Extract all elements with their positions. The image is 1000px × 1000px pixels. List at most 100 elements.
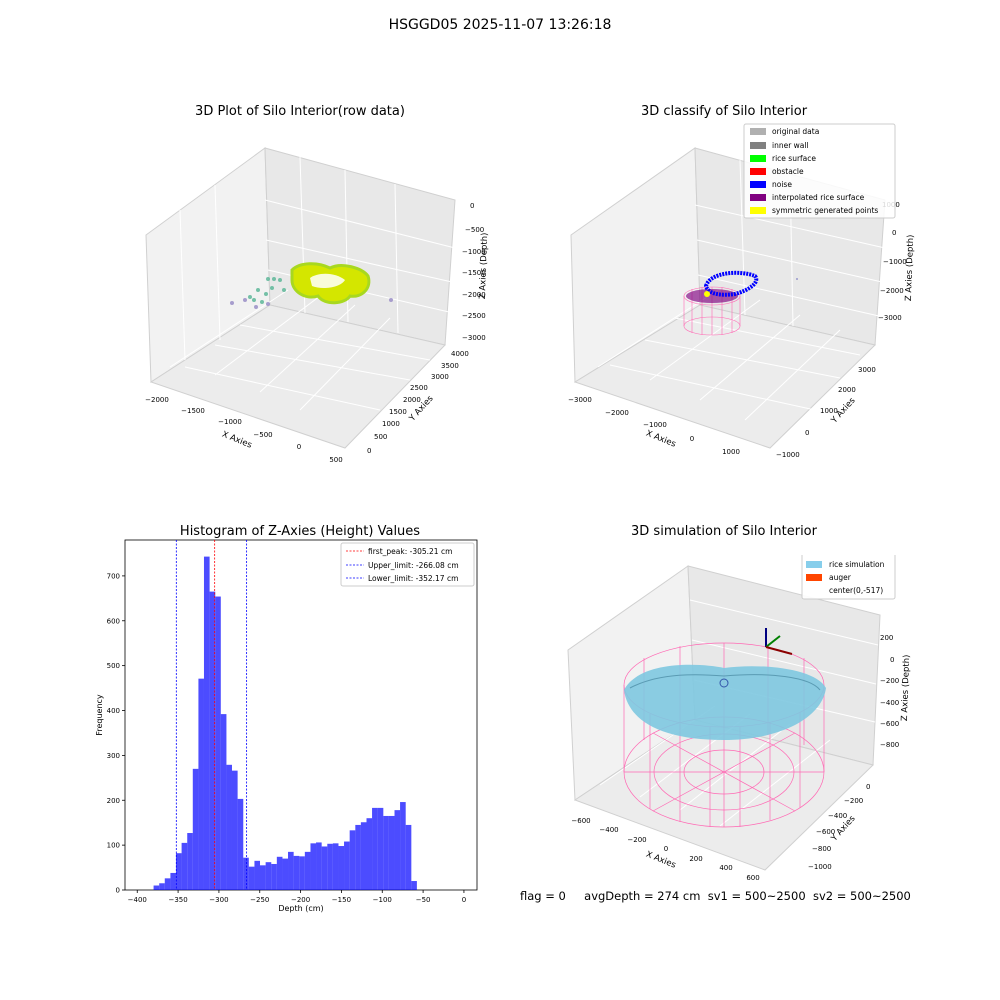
y-tick: 4000 — [451, 350, 469, 358]
histogram-bar — [220, 714, 227, 890]
z-tick: −1000 — [462, 248, 486, 256]
z-tick: −800 — [880, 741, 899, 749]
sv1-value: sv1 = 500~2500 — [707, 889, 806, 903]
auger-axes-icon — [765, 628, 793, 655]
x-tick: 0 — [297, 443, 301, 451]
x-axis-label: X Axies — [220, 430, 253, 451]
histogram-bar — [265, 862, 272, 890]
x-tick: −2000 — [605, 409, 629, 417]
grid-lines — [169, 156, 456, 411]
legend-label: obstacle — [772, 167, 804, 176]
rice-surface-contour — [629, 674, 821, 691]
histogram-bar — [394, 810, 401, 890]
histogram-bar — [377, 807, 384, 890]
y-tick: 1000 — [382, 420, 400, 428]
histogram-bar — [321, 846, 328, 890]
x-tick: 400 — [719, 864, 732, 872]
x-tick-label: −100 — [373, 896, 392, 904]
legend-swatch — [750, 168, 766, 175]
z-tick: −600 — [880, 720, 899, 728]
y-tick: 2000 — [403, 396, 421, 404]
z-tick: 0 — [892, 229, 896, 237]
z-tick: 0 — [470, 202, 474, 210]
histogram-bar — [355, 824, 361, 890]
y-tick: 0 — [367, 447, 371, 455]
y-tick: 0 — [866, 783, 870, 791]
histogram-bar — [316, 842, 322, 890]
histogram-bar — [383, 815, 389, 890]
histogram-bar — [215, 596, 221, 890]
x-ticks: −400 −350 −300 −250 −200 −150 −100 −50 0 — [128, 890, 466, 904]
simulation-legend: silo rice simulation auger center(0,-517… — [801, 555, 896, 600]
z-tick: −400 — [880, 699, 899, 707]
histogram-bar — [209, 591, 216, 890]
figure-title: HSGGD05 2025-11-07 13:26:18 — [388, 17, 612, 33]
histogram-bars — [153, 556, 417, 890]
raw-plot-title: 3D Plot of Silo Interior(row data) — [195, 104, 405, 119]
stray-point — [796, 278, 798, 280]
histogram-bar — [349, 830, 356, 890]
x-tick: 500 — [329, 456, 342, 464]
histogram-bar — [175, 853, 182, 890]
histogram-bar — [203, 556, 210, 890]
x-tick: 600 — [746, 874, 759, 882]
z-tick: −200 — [880, 677, 899, 685]
legend-label: auger — [829, 573, 852, 582]
z-axis-label: Z Axies (Depth) — [478, 232, 490, 299]
y-tick: 3000 — [858, 366, 876, 374]
y-tick-label: 0 — [116, 887, 120, 895]
y-tick-label: 700 — [107, 572, 120, 580]
legend-swatch — [750, 142, 766, 149]
histogram-bar — [254, 860, 261, 890]
histogram-bar — [332, 843, 339, 890]
z-tick: −3000 — [462, 334, 486, 342]
z-tick: −2000 — [462, 291, 486, 299]
raw-data-points — [230, 262, 393, 309]
x-tick: −3000 — [568, 396, 592, 404]
legend-label: original data — [772, 127, 819, 136]
histogram-title: Histogram of Z-Axies (Height) Values — [179, 524, 421, 539]
x-tick-label: −150 — [332, 896, 351, 904]
legend-label: rice simulation — [829, 560, 885, 569]
histogram-bar — [198, 678, 204, 890]
legend-label: first_peak: -305.21 cm — [368, 547, 452, 556]
x-tick: −1500 — [181, 407, 205, 415]
y-tick: −1000 — [776, 451, 800, 459]
y-tick: −600 — [816, 828, 835, 836]
legend-swatch — [806, 561, 822, 568]
histogram-bar — [243, 857, 249, 890]
x-tick-label: −400 — [128, 896, 147, 904]
legend-label: Lower_limit: -352.17 cm — [368, 574, 458, 583]
histogram-bar — [181, 842, 188, 890]
y-tick: −800 — [812, 845, 831, 853]
histogram-bar — [276, 856, 283, 890]
threshold-lines — [175, 540, 248, 890]
histogram-bar — [372, 807, 378, 890]
legend-label: noise — [772, 180, 792, 189]
y-tick: 2000 — [838, 386, 856, 394]
histogram-bar — [153, 885, 160, 890]
x-tick: 0 — [690, 435, 694, 443]
histogram-bar — [411, 881, 417, 890]
y-tick-label: 600 — [107, 617, 120, 625]
classify-plot-title: 3D classify of Silo Interior — [640, 104, 808, 119]
legend-swatch — [750, 128, 766, 135]
z-tick: −1500 — [462, 269, 486, 277]
legend-label: rice surface — [772, 154, 816, 163]
rice-simulation-surface — [624, 664, 826, 740]
histogram-legend: first_peak: -305.21 cm Upper_limit: -266… — [340, 542, 475, 587]
noise-points — [703, 270, 759, 297]
histogram-bar — [237, 798, 244, 890]
histogram-bar — [159, 883, 165, 890]
legend-label: inner wall — [772, 141, 809, 150]
z-tick: 200 — [880, 634, 893, 642]
y-tick: 1500 — [389, 408, 407, 416]
y-tick-label: 400 — [107, 707, 120, 715]
raw-3d-plot: −2000 −1500 −1000 −500 0 500 0 500 1000 … — [145, 147, 490, 464]
z-tick: −500 — [465, 226, 484, 234]
z-tick: −2000 — [880, 287, 904, 295]
y-tick-label: 100 — [107, 842, 120, 850]
histogram-bar — [231, 770, 238, 890]
legend-label: Upper_limit: -266.08 cm — [368, 561, 459, 570]
z-tick: −1000 — [883, 258, 907, 266]
